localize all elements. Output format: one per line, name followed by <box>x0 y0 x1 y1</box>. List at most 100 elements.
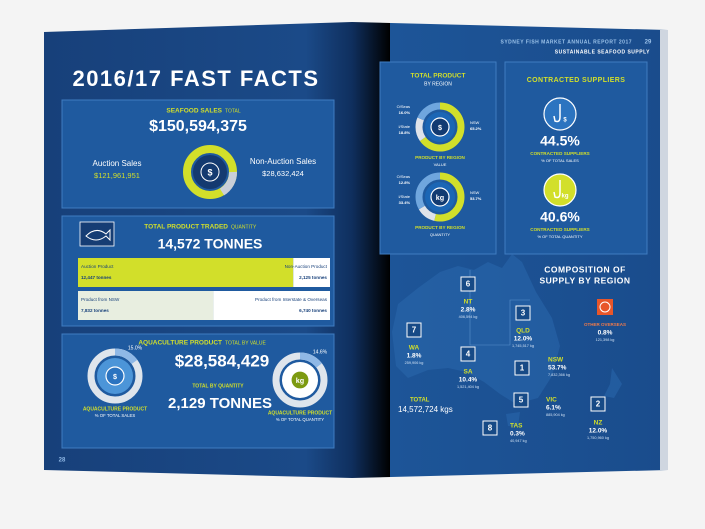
region-share: 2.8% <box>461 307 476 314</box>
sales-icon: $ <box>207 167 212 177</box>
donut-caption: VALUE <box>434 162 447 167</box>
section-heading: TOTAL PRODUCT <box>411 73 466 80</box>
region-share: 12.0% <box>589 428 608 435</box>
page-edge <box>660 30 668 470</box>
supplier-share: 44.5% <box>540 133 580 149</box>
supplier-title: CONTRACTED SUPPLIERS <box>530 151 589 156</box>
region-weight: 121,398 kg <box>596 338 615 342</box>
rank-number: 7 <box>412 326 417 335</box>
supplier-caption: % OF TOTAL SALES <box>541 158 579 163</box>
page-number: 28 <box>59 458 66 464</box>
bar-value: 2,125 tonnes <box>299 275 327 280</box>
icon-label: kg <box>296 376 304 385</box>
hook <box>553 104 561 123</box>
region-name: OTHER OVERSEAS <box>584 322 626 327</box>
segment-name: O/Seas <box>397 104 410 109</box>
auction-label: Auction Sales <box>93 159 142 168</box>
segment-name: NSW <box>470 190 480 195</box>
segment-name: I/State <box>398 194 410 199</box>
page-title: 2016/17 FAST FACTS <box>72 66 319 91</box>
segment-name: O/Seas <box>397 174 410 179</box>
total-label: TOTAL <box>410 398 430 404</box>
sales-face <box>193 155 227 189</box>
auction-value: $121,961,951 <box>94 171 140 180</box>
region-weight: 1,521,404 kg <box>457 385 479 389</box>
aquaculture-value: $28,584,429 <box>175 351 270 370</box>
segment-value: 16.0% <box>399 110 411 115</box>
donut-title: PRODUCT BY REGION <box>415 225 465 230</box>
icon-label: $ <box>438 123 442 132</box>
region-name: VIC <box>546 397 557 404</box>
section-qualifier: TOTAL BY VALUE <box>225 340 267 346</box>
rank-number: 8 <box>488 424 493 433</box>
region-share: 6.1% <box>546 405 561 412</box>
region-share: 0.3% <box>510 431 525 438</box>
icon-label: $ <box>113 372 117 381</box>
segment-value: 53.7% <box>470 196 482 201</box>
region-share: 53.7% <box>548 365 567 372</box>
donut-segment <box>415 172 465 222</box>
section-heading: CONTRACTED SUPPLIERS <box>527 77 626 84</box>
donut-segment <box>415 102 465 152</box>
rank-number: 5 <box>519 396 524 405</box>
rank-number: 3 <box>521 309 526 318</box>
page-number: 29 <box>645 40 652 46</box>
icon-disc <box>105 366 125 386</box>
supplier-title: CONTRACTED SUPPLIERS <box>530 227 589 232</box>
rank-badge <box>513 392 529 408</box>
section-qualifier: TOTAL <box>225 108 241 114</box>
rank-badge <box>590 396 606 412</box>
segment-name: I/State <box>398 124 410 129</box>
region-weight: 406,594 kg <box>459 315 478 319</box>
region-name: TAS <box>510 423 523 430</box>
panel <box>504 61 648 255</box>
panel <box>379 61 497 255</box>
icon-disc <box>430 117 450 137</box>
rank-number: 4 <box>466 350 471 359</box>
bar-segment <box>293 258 330 287</box>
section-heading: TOTAL PRODUCT TRADED <box>144 224 228 231</box>
globe <box>599 301 611 313</box>
bar-label: Product from NSW <box>81 297 120 302</box>
segment-value: 33.4% <box>399 200 411 205</box>
rank-number: 6 <box>466 280 471 289</box>
map-heading: SUPPLY BY REGION <box>540 275 631 285</box>
segment-value: 12.8% <box>399 180 411 185</box>
running-section: SUSTAINABLE SEAFOOD SUPPLY <box>555 49 650 55</box>
bar-value: 7,832 tonnes <box>81 308 109 313</box>
donut-label: 15.0% <box>128 345 143 351</box>
donut-title: AQUACULTURE PRODUCT <box>83 406 147 412</box>
segment-name: NSW <box>470 120 480 125</box>
region-name: QLD <box>516 328 530 335</box>
section-subheading: BY REGION <box>424 81 452 87</box>
bar-segment <box>213 291 330 320</box>
aquaculture-quantity: 2,129 TONNES <box>168 395 272 412</box>
rank-badge <box>514 360 530 376</box>
icon-disc <box>430 187 450 207</box>
region-share: 1.8% <box>407 353 422 360</box>
hook <box>553 180 561 199</box>
rank-badge <box>482 420 498 436</box>
supplier-share: 40.6% <box>540 209 580 225</box>
bar-label: Auction Product <box>81 264 114 269</box>
donut-arc <box>272 352 328 408</box>
segment-value: 65.2% <box>470 126 482 131</box>
traded-total: 14,572 TONNES <box>158 236 263 252</box>
rank-badge <box>460 276 476 292</box>
region-share: 12.0% <box>514 336 533 343</box>
bar-segment <box>78 291 214 320</box>
fish-icon-box <box>79 221 115 247</box>
bar-label: Non-Auction Product <box>285 264 328 269</box>
region-weight: 1,750,960 kg <box>587 436 609 440</box>
non-auction-label: Non-Auction Sales <box>250 157 316 166</box>
tasmania-map <box>506 412 520 426</box>
section-qualifier: QUANTITY <box>231 224 257 230</box>
rank-number: 2 <box>596 400 601 409</box>
donut-title: AQUACULTURE PRODUCT <box>268 410 332 416</box>
icon-disc <box>290 370 310 390</box>
sales-icon-ring <box>200 162 220 182</box>
region-weight: 259,906 kg <box>405 361 424 365</box>
supplier-icon-label: kg <box>561 194 568 200</box>
donut-title: PRODUCT BY REGION <box>415 155 465 160</box>
